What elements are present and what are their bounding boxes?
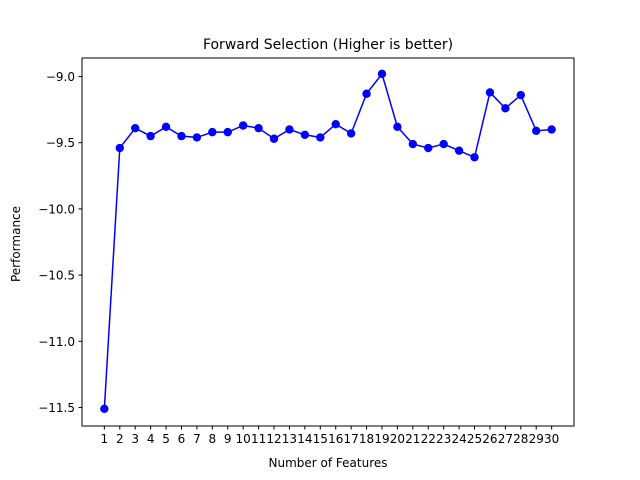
y-tick-label: −11.5 (38, 401, 75, 415)
x-tick-label: 15 (313, 432, 328, 446)
x-tick-label: 19 (374, 432, 389, 446)
data-point (285, 125, 294, 134)
x-tick-label: 5 (162, 432, 170, 446)
data-point (424, 143, 433, 153)
x-tick-label: 25 (467, 432, 482, 446)
data-point (516, 90, 525, 100)
x-tick-label: 3 (131, 432, 139, 446)
x-tick-label: 27 (498, 432, 513, 446)
data-point (161, 122, 171, 132)
y-tick-label: −10.5 (38, 269, 75, 283)
x-tick-label: 28 (513, 432, 528, 446)
plot-area: −9.0−9.5−10.0−10.5−11.0−11.51 2 3 4 5 6 7 8 9 10 1… (38, 57, 575, 446)
data-point (501, 104, 510, 113)
data-point (208, 127, 217, 137)
plot-frame (81, 57, 575, 427)
x-axis-label: Number of Features (269, 456, 388, 470)
data-point (485, 88, 495, 97)
y-tick-label: −11.0 (38, 335, 75, 349)
data-point (362, 89, 371, 98)
x-tick-label: 7 (193, 432, 201, 446)
data-point (532, 126, 541, 136)
data-point (177, 131, 186, 141)
data-point (439, 139, 448, 149)
data-point (100, 404, 109, 413)
data-point (115, 143, 124, 153)
data-point (346, 129, 356, 138)
y-tick-label: −9.0 (46, 70, 75, 84)
data-point (393, 122, 402, 132)
data-point (269, 134, 279, 143)
x-tick-label: 12 (266, 432, 281, 446)
x-tick-label: 8 (209, 432, 217, 446)
chart-title: Forward Selection (Higher is better) (203, 37, 453, 53)
x-tick-label: 14 (297, 432, 312, 446)
x-tick-label: 17 (343, 432, 358, 446)
data-point (331, 119, 340, 129)
data-point (408, 139, 418, 149)
data-point (254, 123, 263, 133)
series-line (103, 72, 552, 409)
x-tick-label: 4 (147, 432, 155, 446)
data-point (470, 153, 479, 162)
x-tick-label: 29 (529, 432, 544, 446)
data-point (547, 125, 556, 134)
y-tick-label: −10.0 (38, 202, 75, 216)
x-tick-label: 1 (101, 432, 109, 446)
x-tick-label: 9 (224, 432, 232, 446)
x-tick-label: 11 (251, 432, 266, 446)
x-tick-label: 24 (451, 432, 466, 446)
x-tick-label: 23 (436, 432, 451, 446)
x-tick-label: 13 (282, 432, 297, 446)
x-tick-label: 26 (482, 432, 497, 446)
data-point (316, 133, 325, 142)
data-point (454, 146, 464, 155)
data-point (146, 131, 155, 141)
x-tick-label: 10 (236, 432, 251, 446)
data-point (223, 127, 232, 137)
x-tick-label: 6 (178, 432, 186, 446)
data-point (300, 130, 310, 139)
x-tick-label: 20 (390, 432, 405, 446)
x-tick-label: 22 (421, 432, 436, 446)
data-point (131, 123, 140, 133)
x-tick-label: 16 (328, 432, 343, 446)
data-point (238, 121, 248, 130)
y-axis-label: Performance (9, 206, 23, 282)
x-tick-label: 18 (359, 432, 374, 446)
x-tick-label: 2 (116, 432, 124, 446)
x-tick-label: 21 (405, 432, 420, 446)
data-point (377, 69, 387, 79)
data-point (192, 133, 202, 142)
x-tick-label: 30 (544, 432, 559, 446)
y-tick-label: −9.5 (46, 136, 75, 150)
